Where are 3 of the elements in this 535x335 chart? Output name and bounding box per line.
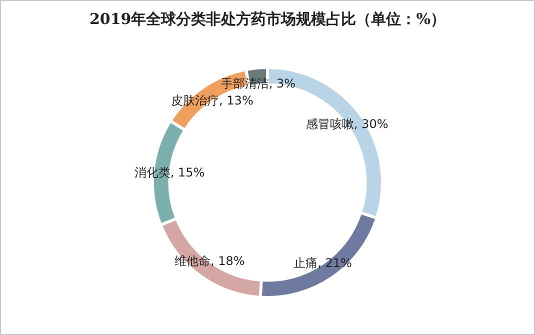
chart-title: 2019年全球分类非处方药市场规模占比（单位：%） xyxy=(89,10,446,28)
slice-label: 维他命, 18% xyxy=(174,254,245,268)
slice-label: 感冒咳嗽, 30% xyxy=(306,116,388,131)
